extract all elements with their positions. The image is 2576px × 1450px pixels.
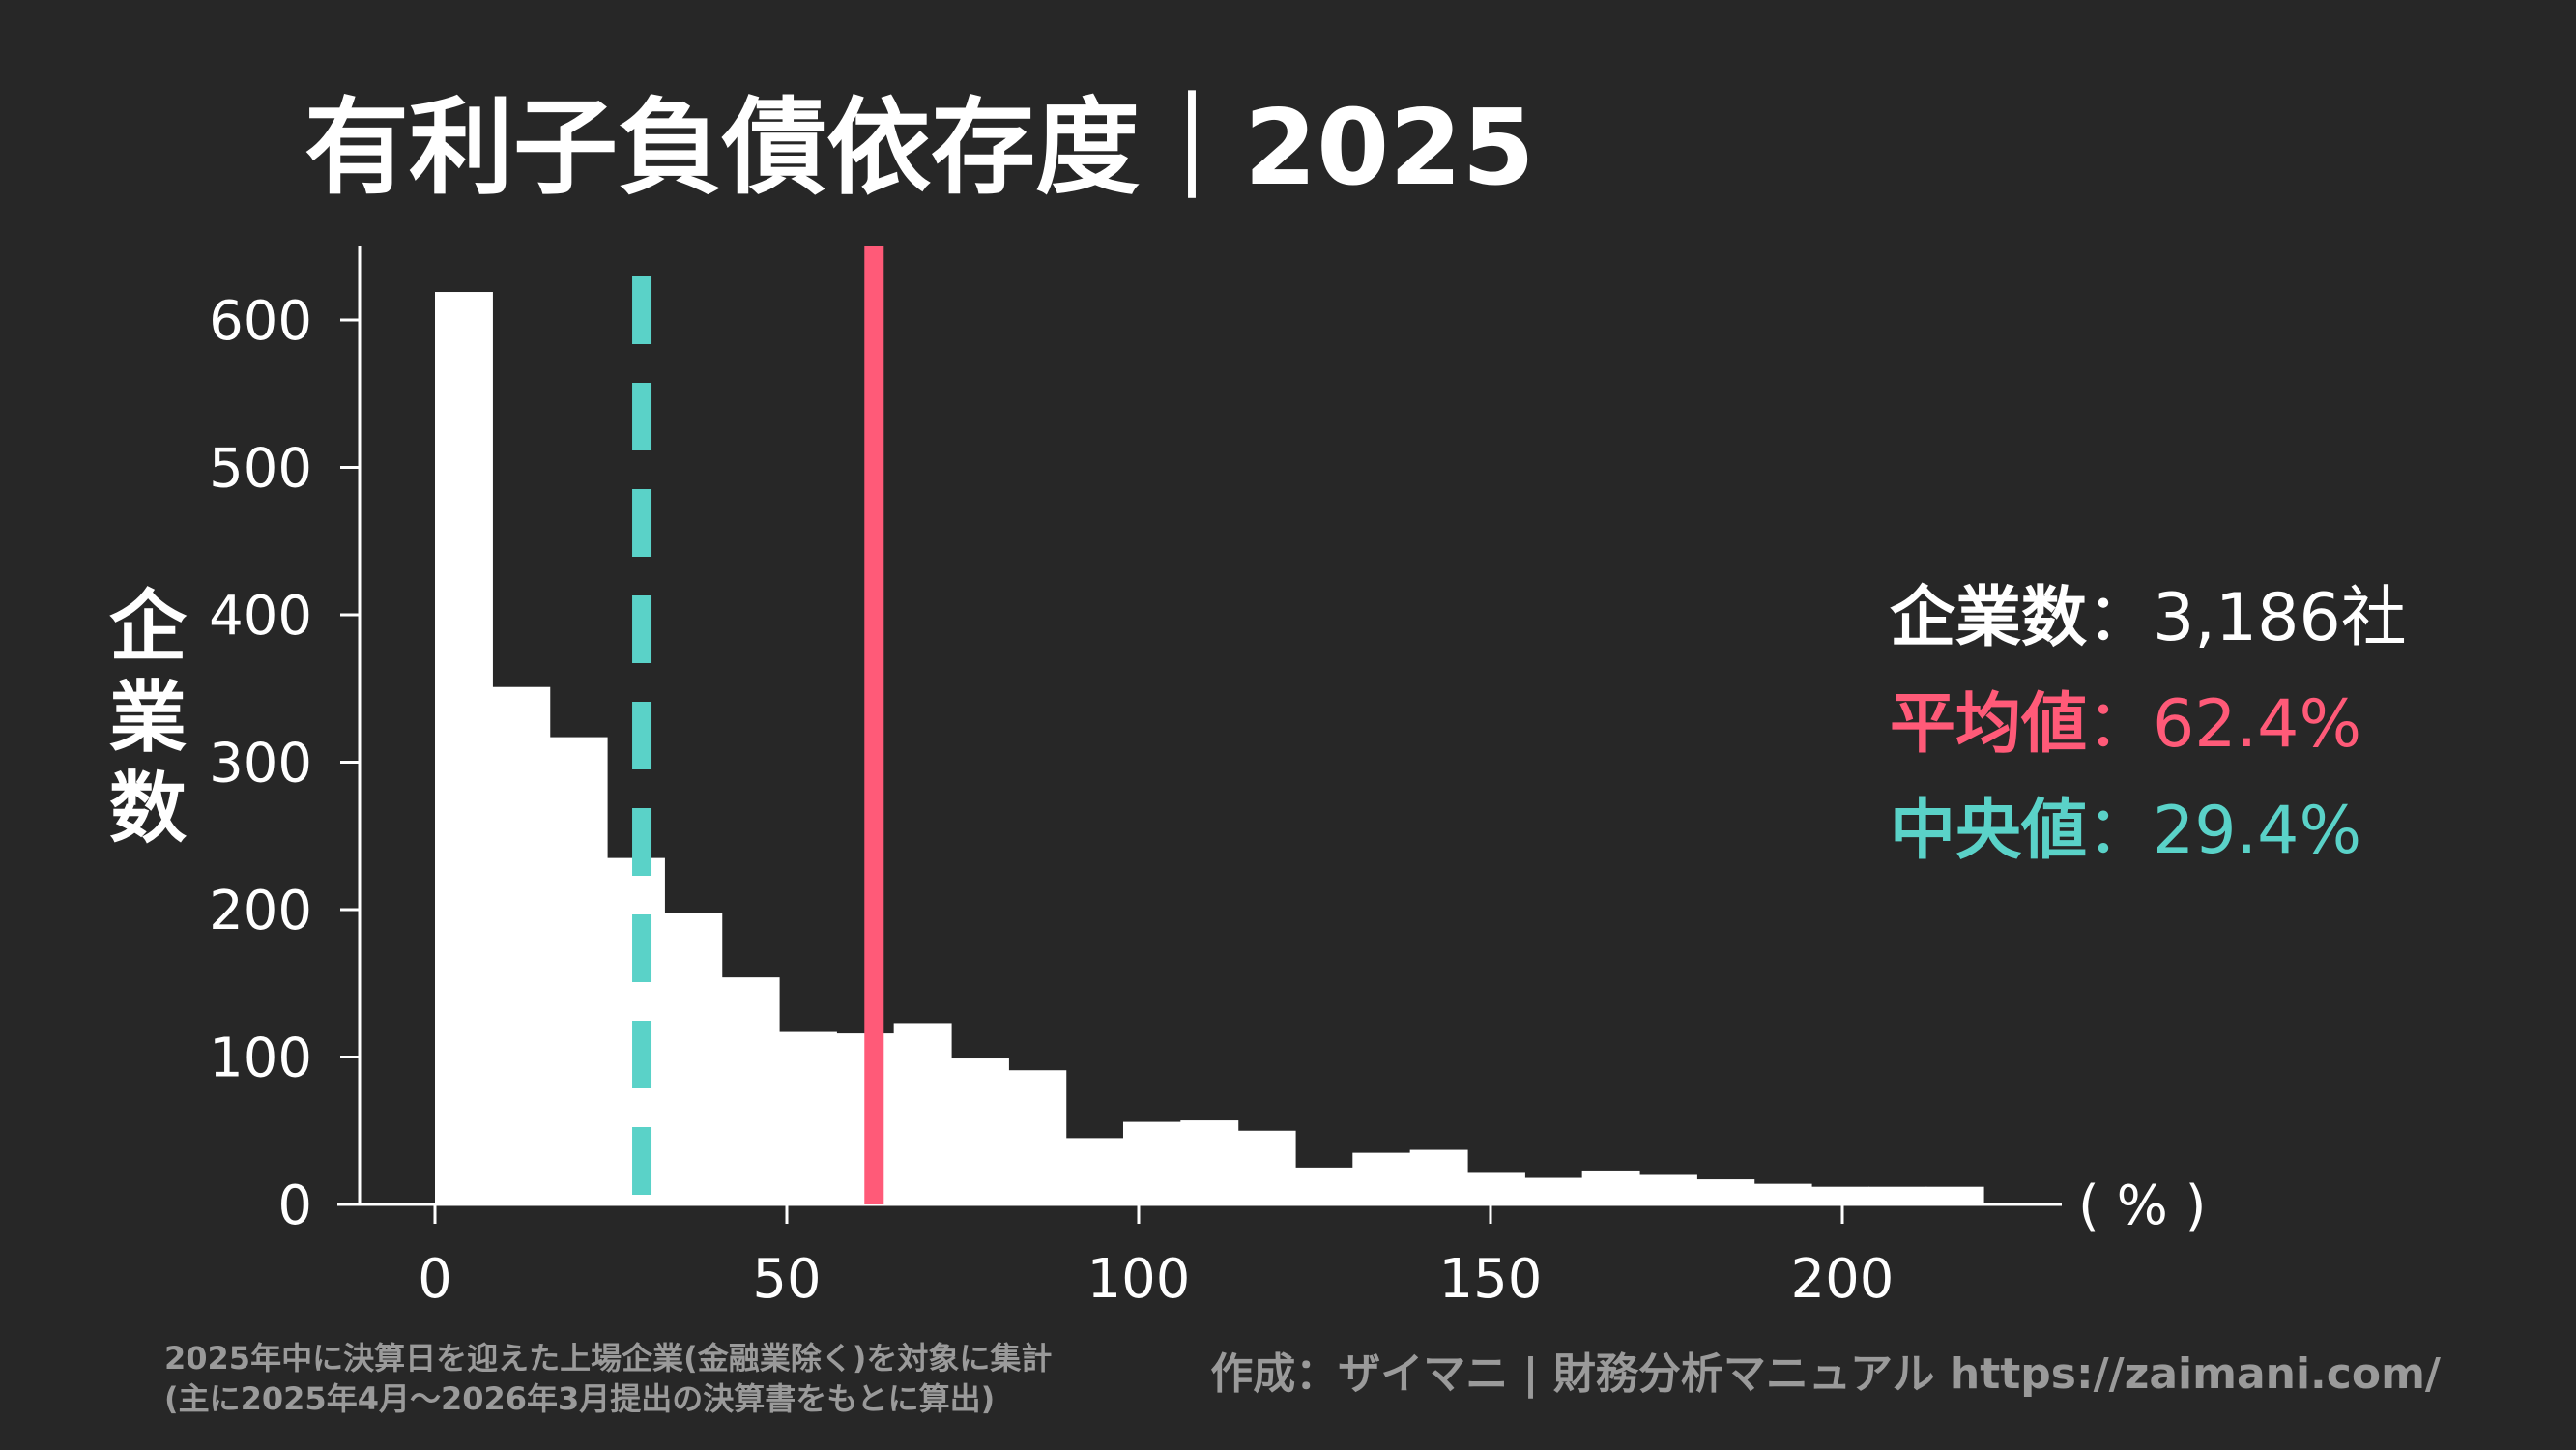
histogram-bar (1696, 1179, 1755, 1204)
histogram-bar (1753, 1183, 1812, 1204)
reference-lines (632, 246, 884, 1204)
histogram-bar (1008, 1070, 1067, 1204)
footer-credit: 作成：ザイマニ | 財務分析マニュアル https://zaimani.com/ (1210, 1349, 2442, 1399)
histogram-bar (721, 977, 780, 1204)
histogram-bar (492, 686, 551, 1204)
footer-note-line2: (主に2025年4月～2026年3月提出の決算書をもとに算出) (164, 1380, 995, 1417)
histogram-bar (1352, 1152, 1411, 1204)
stat-value: 62.4% (2153, 686, 2361, 763)
x-tick-label: 200 (1791, 1248, 1895, 1311)
stat-row: 企業数：3,186社 (1890, 580, 2407, 656)
x-tick-label: 100 (1087, 1248, 1191, 1311)
stat-separator: ： (2087, 686, 2153, 763)
stat-value: 3,186社 (2153, 580, 2407, 656)
histogram-bar (1180, 1120, 1239, 1204)
y-tick-label: 500 (209, 438, 312, 501)
x-tick-label: 150 (1439, 1248, 1543, 1311)
y-tick-label: 300 (209, 733, 312, 796)
histogram-bar (1237, 1130, 1296, 1204)
x-tick-label: 0 (418, 1248, 452, 1311)
histogram-bar (1122, 1121, 1181, 1204)
y-axis-label-char: 数 (109, 764, 187, 854)
y-tick-label: 400 (209, 585, 312, 648)
histogram-bar (1524, 1177, 1583, 1204)
stat-row: 平均値：62.4% (1890, 686, 2361, 763)
histogram-bar (1065, 1138, 1124, 1204)
histogram-bar (893, 1023, 952, 1204)
stat-row: 中央値：29.4% (1890, 793, 2361, 869)
y-tick-label: 200 (209, 880, 312, 942)
histogram-bar (435, 292, 493, 1204)
y-tick-label: 600 (209, 290, 312, 353)
stat-label: 中央値 (1890, 793, 2087, 869)
histogram-bar (1581, 1170, 1640, 1204)
histogram-bar (950, 1058, 1009, 1204)
histogram-bar (1925, 1186, 1984, 1204)
axes-group: 0 100 200 300 400 500 600 0 50 100 150 200 (209, 246, 2062, 1311)
y-axis-label-char: 業 (109, 673, 187, 763)
y-tick-label: 0 (277, 1174, 312, 1237)
stat-value: 29.4% (2153, 793, 2361, 869)
histogram-bar (1294, 1167, 1353, 1204)
y-tick-label: 100 (209, 1028, 312, 1090)
stat-label: 平均値 (1890, 686, 2087, 763)
histogram-bar (549, 737, 608, 1204)
stat-separator: ： (2087, 793, 2153, 869)
histogram-bar (1638, 1174, 1697, 1204)
histogram-bar (1810, 1186, 1869, 1204)
chart-title: 有利子負債依存度｜2025 (304, 88, 1535, 209)
histogram-bar (1466, 1172, 1525, 1204)
histogram-bar (664, 913, 723, 1204)
x-axis-label: ( % ) (2078, 1174, 2207, 1237)
y-axis-label: 企業数 (109, 582, 188, 854)
stat-label: 企業数 (1890, 580, 2087, 656)
histogram-bar (778, 1031, 837, 1204)
x-tick-label: 50 (752, 1248, 821, 1311)
histogram-bar (1868, 1186, 1927, 1204)
stat-separator: ： (2087, 580, 2153, 656)
y-axis-label-char: 企 (109, 582, 188, 672)
histogram-bar (1409, 1149, 1468, 1204)
footer-note-line1: 2025年中に決算日を迎えた上場企業(金融業除く)を対象に集計 (164, 1340, 1052, 1377)
